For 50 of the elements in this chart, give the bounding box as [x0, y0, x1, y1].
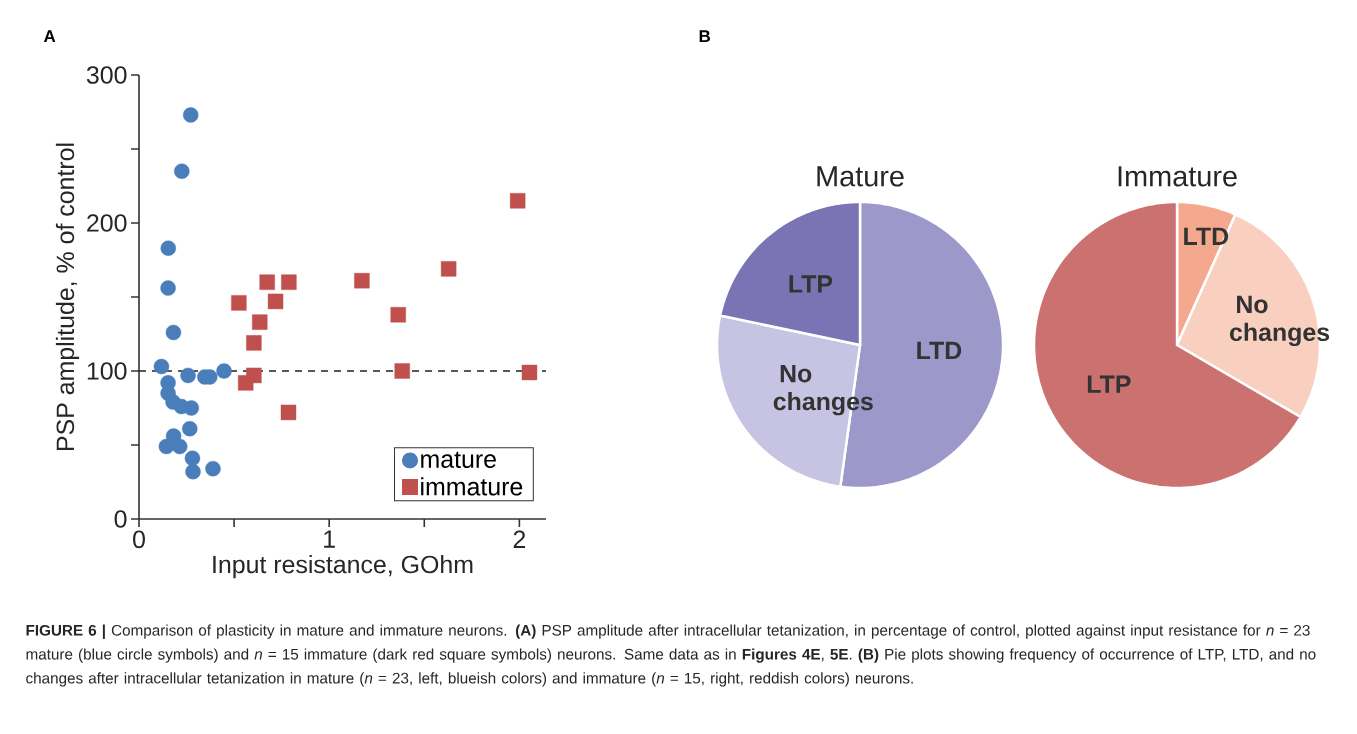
point: [153, 358, 170, 375]
point: [183, 107, 199, 123]
point: [267, 293, 284, 310]
chart-title: Mature: [817, 166, 904, 187]
point: [183, 400, 199, 416]
point: [180, 367, 196, 384]
point: [252, 314, 268, 330]
legend-label: mature: [421, 451, 496, 468]
point: [160, 240, 176, 256]
point: [160, 280, 176, 296]
text: A: [43, 30, 56, 42]
x-tick-label: 0: [133, 530, 145, 549]
point: [205, 460, 221, 477]
point: [216, 363, 232, 379]
slice-label: No changes: [1230, 295, 1330, 347]
point: [509, 193, 526, 209]
point: [390, 307, 406, 323]
slice-label: LTD: [917, 341, 962, 359]
point: [354, 273, 370, 289]
legend-label: immature: [421, 477, 523, 496]
point: [182, 421, 198, 437]
point: [184, 450, 201, 467]
y-tick-label: 300: [86, 66, 127, 84]
point: [172, 438, 188, 455]
point: [394, 363, 410, 379]
text: B: [699, 30, 711, 42]
point: [185, 463, 201, 480]
slice-label: No changes: [773, 365, 873, 416]
point: [174, 163, 190, 179]
x-tick-label: 2: [513, 530, 526, 548]
slice-label: LTP: [1087, 375, 1131, 393]
point: [259, 274, 275, 290]
slice-label: LTP: [789, 275, 833, 293]
point: [165, 324, 182, 341]
point: [281, 274, 297, 290]
point: [158, 438, 175, 455]
x-tick-label: 1: [324, 530, 335, 548]
y-tick-label: 200: [87, 214, 127, 232]
point: [521, 364, 538, 381]
y-axis-title: PSP amplitude, % of control: [55, 143, 80, 450]
y-tick-label: 100: [87, 362, 127, 380]
x-axis-title: Input resistance, GOhm: [213, 554, 473, 579]
point: [238, 375, 254, 391]
point: [246, 335, 262, 351]
point: [231, 295, 247, 311]
y-tick-label: 0: [114, 510, 127, 528]
point: [280, 404, 297, 421]
text: FIGURE 6 | Comparison of plasticity in mature and immature neurons. (A) PSP amplitude after intracellular tetanization, in percentage of control, plotted against input resistance for n = 23 mature (blue circle symbols) and n = 15 immature (dark red square symbols) neurons. Same data as in Figures 4E, 5E. (B) Pie plots showing frequency of occurrence of LTP, LTD, and no changes after intracellular tetanization in mature (n = 23, left, blueish colors) and immature (n = 15, right, reddish colors) neurons.: [26, 624, 1316, 687]
point: [440, 261, 457, 277]
chart-title: Immature: [1118, 166, 1237, 187]
